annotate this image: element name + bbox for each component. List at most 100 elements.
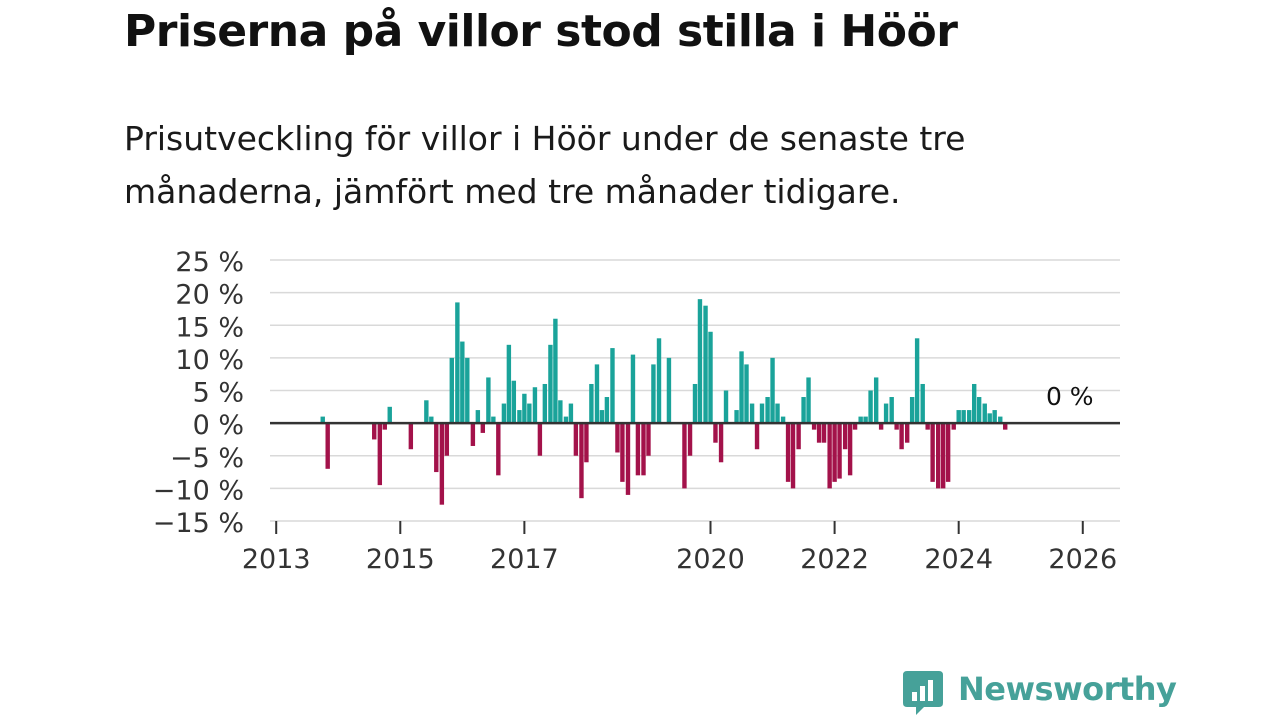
x-tick-label: 2015 bbox=[366, 544, 435, 575]
bar bbox=[852, 423, 858, 430]
bar bbox=[811, 423, 817, 430]
bar bbox=[883, 403, 889, 424]
bar bbox=[936, 423, 941, 489]
bar bbox=[408, 423, 414, 450]
bar bbox=[744, 364, 749, 424]
bar bbox=[630, 354, 636, 424]
bar bbox=[444, 423, 450, 456]
bar bbox=[889, 397, 894, 424]
bar bbox=[734, 410, 739, 424]
annotations: 0 % bbox=[1046, 382, 1094, 411]
bar bbox=[982, 403, 987, 424]
bar bbox=[429, 416, 434, 424]
bar bbox=[682, 423, 687, 489]
bar bbox=[568, 403, 574, 424]
bar bbox=[796, 423, 801, 450]
bar bbox=[925, 423, 930, 430]
bar bbox=[998, 416, 1003, 424]
bar bbox=[387, 406, 392, 424]
bar bbox=[320, 416, 325, 424]
y-tick-label: −10 % bbox=[153, 475, 244, 506]
bar bbox=[594, 364, 600, 424]
bar bbox=[604, 397, 610, 424]
x-tick-label: 2022 bbox=[800, 544, 869, 575]
bar bbox=[976, 397, 982, 424]
bar bbox=[641, 423, 646, 476]
bar bbox=[377, 423, 383, 486]
bar bbox=[863, 416, 868, 424]
bar bbox=[713, 423, 718, 443]
bar bbox=[914, 338, 920, 424]
y-tick-label: 25 % bbox=[175, 247, 244, 278]
newsworthy-logo-icon bbox=[903, 671, 943, 715]
bar bbox=[832, 423, 837, 482]
bar bbox=[951, 423, 956, 430]
bar bbox=[703, 305, 708, 424]
x-axis: 2013 2015 2017 2020 2022 2024 2026 bbox=[242, 421, 1120, 575]
bar bbox=[501, 403, 507, 424]
bar bbox=[382, 423, 387, 430]
bar bbox=[470, 423, 476, 446]
bar bbox=[1003, 423, 1008, 430]
bar bbox=[610, 348, 615, 424]
bar bbox=[635, 423, 641, 476]
bar-series bbox=[320, 299, 1008, 505]
chart-subtitle: Prisutveckling för villor i Höör under d… bbox=[124, 119, 966, 211]
bar bbox=[480, 423, 486, 433]
bar bbox=[972, 383, 977, 424]
bar bbox=[775, 403, 780, 424]
bar bbox=[542, 383, 548, 424]
bar bbox=[765, 397, 770, 424]
bar bbox=[325, 423, 330, 469]
bar bbox=[656, 338, 662, 424]
bar bbox=[940, 423, 946, 489]
bar bbox=[372, 423, 377, 440]
bar bbox=[646, 423, 651, 456]
bar bbox=[455, 302, 460, 424]
bar bbox=[718, 423, 724, 463]
bar bbox=[739, 351, 744, 424]
bar bbox=[563, 416, 569, 424]
bar bbox=[992, 410, 997, 424]
bar bbox=[749, 403, 755, 424]
bar bbox=[956, 410, 961, 424]
y-tick-label: 5 % bbox=[193, 378, 244, 409]
bar bbox=[909, 397, 915, 424]
bar bbox=[625, 423, 631, 495]
bar bbox=[599, 410, 605, 424]
bar bbox=[511, 380, 517, 424]
x-tick-label: 2013 bbox=[242, 544, 311, 575]
bar bbox=[620, 423, 625, 482]
latest-value-annotation: 0 % bbox=[1046, 382, 1094, 411]
bar bbox=[967, 410, 972, 424]
bar bbox=[522, 393, 527, 424]
bar-chart: −15 %−10 %−5 %0 %5 %10 %15 %20 %25 % 201… bbox=[153, 247, 1120, 575]
bar bbox=[930, 423, 935, 482]
y-tick-label: −15 % bbox=[153, 508, 244, 539]
bar bbox=[878, 423, 884, 430]
bar bbox=[460, 341, 465, 424]
bar bbox=[723, 390, 729, 424]
bar bbox=[579, 423, 584, 499]
y-tick-label: 0 % bbox=[193, 410, 244, 441]
bar bbox=[558, 400, 563, 424]
bar bbox=[527, 403, 532, 424]
bar bbox=[439, 423, 445, 505]
y-axis-tick-labels: −15 %−10 %−5 %0 %5 %10 %15 %20 %25 % bbox=[153, 247, 244, 539]
bar bbox=[904, 423, 910, 443]
bar bbox=[790, 423, 796, 489]
bar bbox=[584, 423, 589, 463]
bar bbox=[486, 377, 491, 424]
bar bbox=[517, 410, 522, 424]
bar bbox=[806, 377, 811, 424]
bar bbox=[615, 423, 620, 453]
x-tick-label: 2020 bbox=[676, 544, 745, 575]
bar bbox=[847, 423, 853, 476]
bar bbox=[506, 344, 512, 424]
x-tick-label: 2024 bbox=[924, 544, 993, 575]
bar bbox=[961, 410, 966, 424]
bar bbox=[868, 390, 873, 424]
bar bbox=[491, 416, 496, 424]
bar bbox=[894, 423, 899, 430]
y-tick-label: −5 % bbox=[170, 443, 244, 474]
